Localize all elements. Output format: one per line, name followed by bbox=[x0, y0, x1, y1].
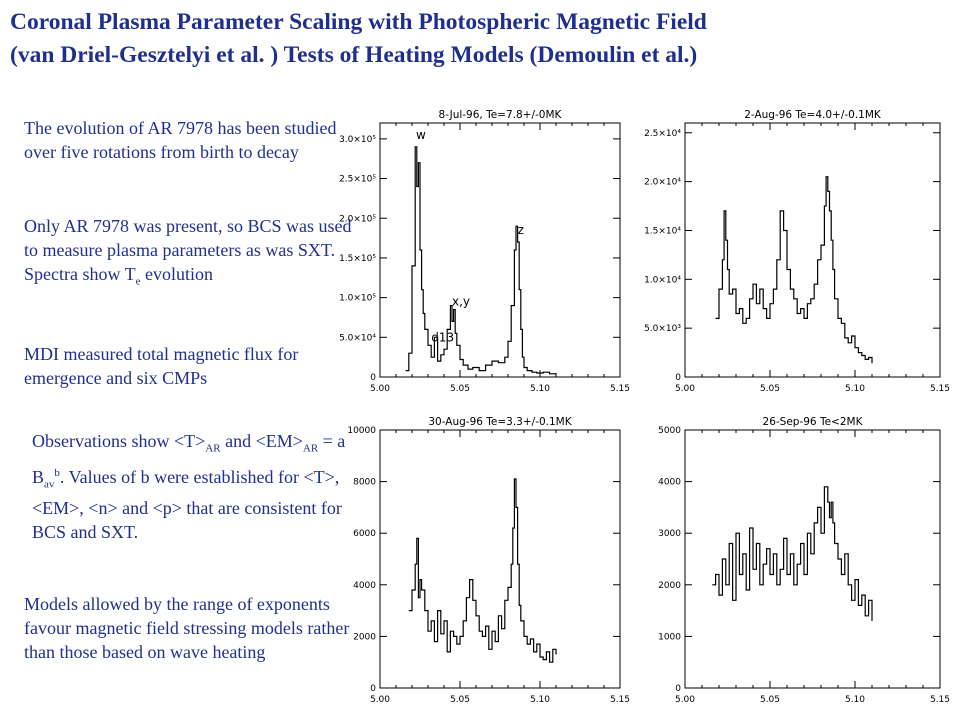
y-tick-label: 5000 bbox=[658, 426, 681, 436]
y-tick-label: 1.5×10⁴ bbox=[644, 226, 681, 236]
x-tick-label: 5.00 bbox=[370, 384, 390, 394]
x-tick-label: 5.00 bbox=[370, 695, 390, 705]
paragraph-mdi: MDI measured total magnetic flux for eme… bbox=[24, 342, 354, 390]
obs-sub-2: AR bbox=[302, 442, 319, 455]
chart-title: 8-Jul-96, Te=7.8+/-0MK bbox=[439, 109, 563, 121]
chart-title: 30-Aug-96 Te=3.3+/-0.1MK bbox=[428, 416, 572, 428]
x-tick-label: 5.05 bbox=[450, 384, 470, 394]
obs-text-c: = a B bbox=[32, 431, 346, 487]
y-tick-label: 2.0×10⁴ bbox=[644, 178, 681, 188]
y-tick-label: 1.0×10⁵ bbox=[339, 294, 376, 304]
y-tick-label: 0 bbox=[675, 373, 681, 383]
x-tick-label: 5.10 bbox=[845, 695, 865, 705]
obs-sup: b bbox=[54, 466, 60, 479]
y-tick-label: 2.5×10⁴ bbox=[644, 129, 681, 139]
spectrum-line bbox=[712, 486, 873, 621]
paragraph-evolution-text: The evolution of AR 7978 has been studie… bbox=[24, 118, 337, 162]
obs-sub-3: av bbox=[44, 478, 55, 491]
plot-frame bbox=[684, 122, 941, 378]
title-line-2: (van Driel-Gesztelyi et al. ) Tests of H… bbox=[10, 42, 698, 68]
x-tick-label: 5.05 bbox=[760, 384, 780, 394]
plot-frame bbox=[684, 429, 941, 689]
line-annotation: w bbox=[416, 128, 426, 142]
title-line-1: Coronal Plasma Parameter Scaling with Ph… bbox=[10, 9, 707, 35]
y-tick-label: 1.5×10⁵ bbox=[339, 254, 376, 264]
chart-26-sep: 26-Sep-96 Te<2MK 5.00 5.05 5.10 5.15 0 1000 200… bbox=[630, 412, 950, 712]
x-tick-label: 5.00 bbox=[675, 384, 695, 394]
paragraph-evolution: The evolution of AR 7978 has been studie… bbox=[24, 116, 342, 164]
y-tick-label: 2.5×10⁵ bbox=[339, 175, 376, 185]
x-tick-label: 5.10 bbox=[530, 695, 550, 705]
obs-text-a: Observations show <T> bbox=[32, 431, 206, 451]
line-annotation: z bbox=[518, 223, 524, 237]
y-tick-label: 3.0×10⁵ bbox=[339, 135, 376, 145]
paragraph-mdi-text: MDI measured total magnetic flux for eme… bbox=[24, 344, 299, 388]
paragraph-observations: Observations show <T>AR and <EM>AR = a B… bbox=[32, 429, 357, 544]
obs-text-d: . Values of b were established for <T>, … bbox=[32, 466, 342, 543]
y-tick-label: 5.0×10⁴ bbox=[339, 333, 376, 343]
slide-title: Coronal Plasma Parameter Scaling with Ph… bbox=[10, 6, 955, 72]
y-tick-label: 1.0×10⁴ bbox=[644, 275, 681, 285]
spectrum-line bbox=[405, 146, 557, 375]
paragraph-bcs-tail: evolution bbox=[140, 264, 214, 284]
paragraph-models: Models allowed by the range of exponents… bbox=[24, 592, 359, 664]
x-tick-label: 5.10 bbox=[845, 384, 865, 394]
spectrum-line bbox=[715, 176, 873, 364]
x-tick-label: 5.15 bbox=[930, 384, 950, 394]
chart-title: 26-Sep-96 Te<2MK bbox=[763, 416, 864, 428]
line-annotation: d13 bbox=[431, 330, 454, 344]
obs-text-b: and <EM> bbox=[220, 431, 303, 451]
chart-8-jul-svg: 8-Jul-96, Te=7.8+/-0MK 5.00 5.05 5.10 5.15 0 5… bbox=[339, 109, 630, 394]
y-tick-label: 2000 bbox=[353, 632, 376, 642]
x-tick-label: 5.15 bbox=[610, 384, 630, 394]
y-tick-label: 4000 bbox=[658, 478, 681, 488]
plot-frame bbox=[379, 429, 621, 689]
chart-2-aug: 2-Aug-96 Te=4.0+/-0.1MK 5.00 5.05 5.10 5.15 0… bbox=[630, 103, 950, 395]
y-tick-label: 1000 bbox=[658, 632, 681, 642]
chart-title: 2-Aug-96 Te=4.0+/-0.1MK bbox=[744, 109, 882, 121]
y-tick-label: 6000 bbox=[353, 529, 376, 539]
y-tick-label: 5.0×10³ bbox=[644, 324, 681, 334]
x-tick-label: 5.15 bbox=[610, 695, 630, 705]
x-tick-label: 5.15 bbox=[930, 695, 950, 705]
paragraph-bcs-text: Only AR 7978 was present, so BCS was use… bbox=[24, 216, 352, 284]
paragraph-models-text: Models allowed by the range of exponents… bbox=[24, 594, 350, 662]
x-tick-label: 5.05 bbox=[450, 695, 470, 705]
chart-8-jul: 8-Jul-96, Te=7.8+/-0MK 5.00 5.05 5.10 5.15 0 5… bbox=[330, 103, 630, 395]
obs-sub-1: AR bbox=[205, 442, 221, 455]
te-subscript: e bbox=[135, 275, 141, 288]
x-tick-label: 5.05 bbox=[760, 695, 780, 705]
chart-2-aug-svg: 2-Aug-96 Te=4.0+/-0.1MK 5.00 5.05 5.10 5.15 0… bbox=[644, 109, 950, 394]
y-tick-label: 0 bbox=[675, 684, 681, 694]
plot-frame bbox=[379, 122, 621, 378]
y-tick-label: 0 bbox=[370, 373, 376, 383]
chart-30-aug-svg: 30-Aug-96 Te=3.3+/-0.1MK 5.00 5.05 5.10 5.15… bbox=[347, 416, 630, 705]
y-tick-label: 2.0×10⁵ bbox=[339, 214, 376, 224]
y-tick-label: 8000 bbox=[353, 478, 376, 488]
paragraph-bcs: Only AR 7978 was present, so BCS was use… bbox=[24, 214, 354, 294]
x-tick-label: 5.00 bbox=[675, 695, 695, 705]
chart-30-aug: 30-Aug-96 Te=3.3+/-0.1MK 5.00 5.05 5.10 5.15… bbox=[330, 412, 630, 712]
y-tick-label: 0 bbox=[370, 684, 376, 694]
line-annotation: x,y bbox=[452, 295, 470, 309]
y-tick-label: 10000 bbox=[347, 426, 376, 436]
spectrum-line bbox=[408, 478, 557, 663]
y-tick-label: 2000 bbox=[658, 581, 681, 591]
chart-26-sep-svg: 26-Sep-96 Te<2MK 5.00 5.05 5.10 5.15 0 1000 200… bbox=[658, 416, 950, 705]
y-tick-label: 3000 bbox=[658, 529, 681, 539]
y-tick-label: 4000 bbox=[353, 581, 376, 591]
x-tick-label: 5.10 bbox=[530, 384, 550, 394]
